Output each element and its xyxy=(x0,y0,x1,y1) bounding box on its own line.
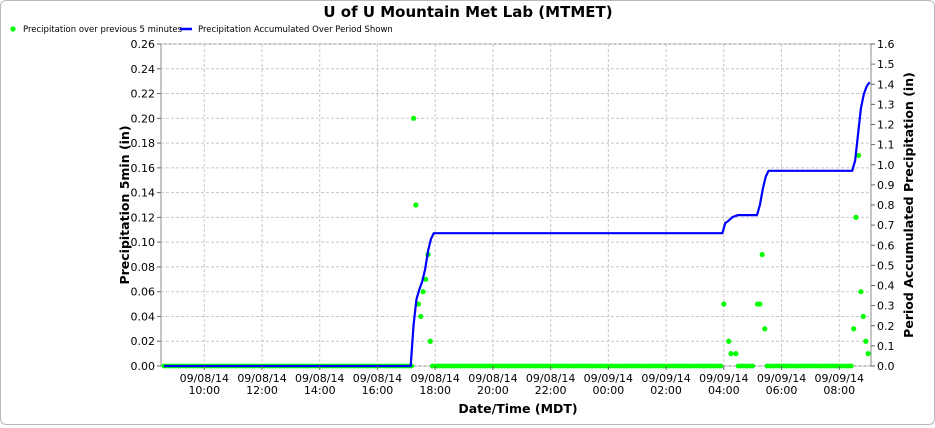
x-tick-time: 18:00 xyxy=(419,384,451,397)
x-tick-date: 09/08/14 xyxy=(526,372,575,385)
scatter-point xyxy=(860,313,866,320)
y2-tick-label: 0.9 xyxy=(877,179,895,192)
scatter-point xyxy=(413,202,419,208)
x-tick-date: 09/09/14 xyxy=(584,372,633,385)
y2-tick-label: 0.3 xyxy=(877,300,895,313)
x-tick-time: 02:00 xyxy=(650,384,682,397)
scatter-point-zero xyxy=(750,363,756,369)
scatter-point xyxy=(851,326,857,332)
x-tick-time: 08:00 xyxy=(823,384,855,397)
data-marks xyxy=(161,81,871,369)
y2-tick-label: 0.8 xyxy=(877,199,895,212)
scatter-point xyxy=(420,289,426,295)
chart-title: U of U Mountain Met Lab (MTMET) xyxy=(323,3,612,21)
scatter-point xyxy=(410,115,417,121)
scatter-point xyxy=(858,289,864,295)
x-tick-date: 09/09/14 xyxy=(757,372,806,385)
y-tick-label: 0.24 xyxy=(131,63,156,76)
y2-tick-label: 0.0 xyxy=(877,360,895,373)
y-tick-label: 0.26 xyxy=(131,38,156,51)
y2-tick-label: 1.4 xyxy=(877,78,895,91)
scatter-point xyxy=(863,338,869,344)
y-tick-label: 0.16 xyxy=(131,162,156,175)
x-tick-time: 16:00 xyxy=(362,384,394,397)
y2-tick-label: 0.6 xyxy=(877,239,895,252)
scatter-point xyxy=(721,301,727,307)
x-tick-time: 12:00 xyxy=(246,384,278,397)
scatter-point xyxy=(423,276,429,282)
x-axis-title: Date/Time (MDT) xyxy=(458,401,577,416)
x-tick-date: 09/08/14 xyxy=(180,372,229,385)
y-tick-label: 0.00 xyxy=(131,360,156,373)
scatter-point xyxy=(726,338,732,344)
scatter-point xyxy=(418,313,424,320)
y-tick-label: 0.20 xyxy=(131,112,156,125)
x-tick-date: 09/08/14 xyxy=(410,372,459,385)
y-tick-label: 0.08 xyxy=(131,261,156,274)
x-tick-time: 20:00 xyxy=(477,384,509,397)
legend-label-accumulated: Precipitation Accumulated Over Period Sh… xyxy=(198,25,393,35)
grid-lines xyxy=(160,43,872,367)
legend: Precipitation over previous 5 minutes Pr… xyxy=(10,25,393,35)
x-tick-time: 00:00 xyxy=(593,384,625,397)
scatter-point xyxy=(728,351,734,357)
y2-tick-label: 1.5 xyxy=(877,58,895,71)
scatter-point xyxy=(853,214,859,220)
x-tick-time: 06:00 xyxy=(766,384,798,397)
accumulated-line xyxy=(163,81,871,368)
x-tick-time: 14:00 xyxy=(304,384,336,397)
plot-area xyxy=(160,43,872,367)
y2-tick-label: 1.1 xyxy=(877,139,895,152)
y-axis-title: Precipitation 5min (in) xyxy=(117,125,132,284)
y-tick-label: 0.12 xyxy=(131,211,156,224)
y-tick-label: 0.22 xyxy=(131,88,156,101)
scatter-point-zero xyxy=(718,363,724,369)
scatter-point xyxy=(759,251,765,258)
x-tick-date: 09/08/14 xyxy=(295,372,344,385)
y-tick-label: 0.04 xyxy=(131,310,156,323)
y2-axis-title: Period Accumulated Precipitation (in) xyxy=(901,72,916,338)
scatter-point xyxy=(762,326,768,332)
y2-tick-label: 1.6 xyxy=(877,38,895,51)
scatter-point xyxy=(855,152,862,159)
x-tick-time: 04:00 xyxy=(708,384,740,397)
y2-tick-label: 1.0 xyxy=(877,159,895,172)
x-tick-date: 09/09/14 xyxy=(815,372,864,385)
axes: 0.00 0.02 0.04 0.06 0.08 0.10 0.12 0.14 0.16 0.18… xyxy=(131,38,895,397)
x-tick-date: 09/09/14 xyxy=(699,372,748,385)
x-tick-date: 09/08/14 xyxy=(353,372,402,385)
legend-label-5min: Precipitation over previous 5 minutes xyxy=(23,25,183,35)
scatter-point xyxy=(757,301,763,307)
y2-tick-label: 0.7 xyxy=(877,219,895,232)
y2-tick-label: 1.2 xyxy=(877,119,895,132)
y-tick-label: 0.14 xyxy=(131,187,156,200)
y-tick-label: 0.10 xyxy=(131,236,156,249)
scatter-point-zero xyxy=(848,363,854,369)
scatter-point xyxy=(427,338,433,344)
x-tick-date: 09/09/14 xyxy=(641,372,690,385)
y-tick-label: 0.02 xyxy=(131,335,156,348)
y2-tick-label: 0.5 xyxy=(877,259,895,272)
y2-tick-label: 0.2 xyxy=(877,320,895,333)
legend-marker-5min xyxy=(10,26,16,32)
y-tick-label: 0.06 xyxy=(131,286,156,299)
x-tick-time: 22:00 xyxy=(535,384,567,397)
x-tick-date: 09/08/14 xyxy=(468,372,517,385)
y2-tick-label: 0.1 xyxy=(877,340,895,353)
y2-tick-label: 0.4 xyxy=(877,280,895,293)
y2-tick-label: 1.3 xyxy=(877,98,895,111)
x-tick-date: 09/08/14 xyxy=(237,372,286,385)
x-tick-time: 10:00 xyxy=(188,384,220,397)
scatter-point xyxy=(865,351,871,357)
y-tick-label: 0.18 xyxy=(131,137,156,150)
scatter-point xyxy=(733,351,739,357)
